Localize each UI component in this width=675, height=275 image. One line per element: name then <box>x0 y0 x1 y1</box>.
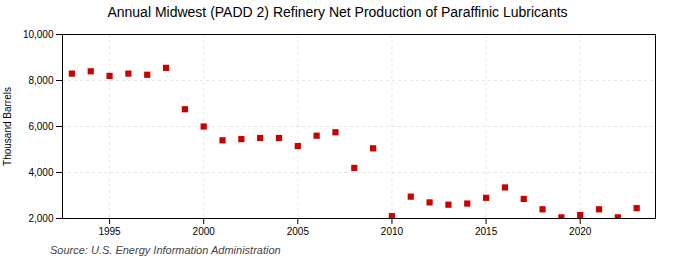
svg-text:8,000: 8,000 <box>28 75 53 86</box>
svg-text:2000: 2000 <box>193 226 216 237</box>
svg-text:2015: 2015 <box>475 226 498 237</box>
svg-text:Thousand Barrels: Thousand Barrels <box>2 87 13 166</box>
svg-text:2010: 2010 <box>381 226 404 237</box>
svg-text:10,000: 10,000 <box>23 29 54 40</box>
svg-text:6,000: 6,000 <box>28 121 53 132</box>
svg-text:2,000: 2,000 <box>28 213 53 224</box>
html-text:Annual Midwest (PADD 2) Refine: Annual Midwest (PADD 2) Refinery Net Pro… <box>107 4 568 20</box>
svg-text:2020: 2020 <box>569 226 592 237</box>
svg-text:1995: 1995 <box>98 226 121 237</box>
svg-text:4,000: 4,000 <box>28 167 53 178</box>
svg-text:2005: 2005 <box>287 226 310 237</box>
html-text:Source: U.S. Energy Informatio: Source: U.S. Energy Information Administ… <box>50 244 281 256</box>
